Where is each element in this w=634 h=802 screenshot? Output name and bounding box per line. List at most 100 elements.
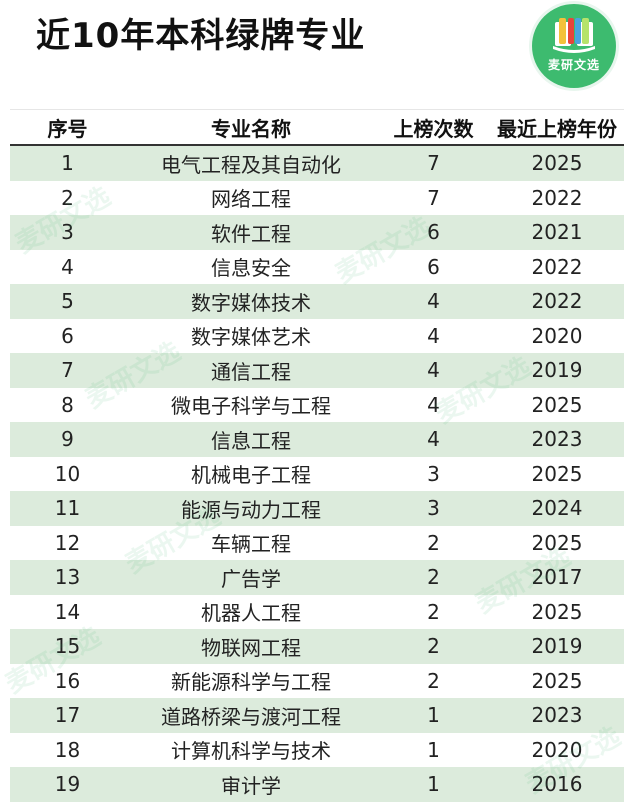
book-icon [553,18,595,53]
row-latest-year: 2025 [490,145,624,181]
row-major-name: 机械电子工程 [125,456,377,491]
row-major-name: 微电子科学与工程 [125,387,377,422]
row-count: 1 [377,698,490,733]
table-row: 18 计算机科学与技术 1 2020 [10,732,624,767]
table-row: 2 网络工程 7 2022 [10,180,624,215]
table-row: 15 物联网工程 2 2019 [10,629,624,664]
row-major-name: 信息工程 [125,422,377,457]
row-latest-year: 2017 [490,560,624,595]
table-row: 3 软件工程 6 2021 [10,215,624,250]
row-count: 2 [377,663,490,698]
row-index: 13 [10,560,125,595]
table-row: 9 信息工程 4 2023 [10,422,624,457]
table-row: 4 信息安全 6 2022 [10,249,624,284]
row-index: 9 [10,422,125,457]
table-row: 6 数字媒体艺术 4 2020 [10,318,624,353]
row-count: 2 [377,560,490,595]
table-row: 13 广告学 2 2017 [10,560,624,595]
header-index: 序号 [10,109,125,146]
table-header-row: 序号 专业名称 上榜次数 最近上榜年份 [10,109,624,146]
row-count: 4 [377,318,490,353]
row-index: 18 [10,732,125,767]
row-count: 6 [377,215,490,250]
row-latest-year: 2024 [490,491,624,526]
table-row: 16 新能源科学与工程 2 2025 [10,663,624,698]
logo-text: 麦研文选 [547,58,600,72]
majors-table: 序号 专业名称 上榜次数 最近上榜年份 1 电气工程及其自动化 7 2025 2 网络工程… [10,109,624,802]
row-index: 1 [10,145,125,181]
row-latest-year: 2025 [490,525,624,560]
row-count: 4 [377,387,490,422]
row-count: 6 [377,249,490,284]
row-index: 3 [10,215,125,250]
row-count: 4 [377,284,490,319]
header-latest-year: 最近上榜年份 [490,109,624,146]
row-major-name: 软件工程 [125,215,377,250]
row-major-name: 审计学 [125,767,377,802]
row-latest-year: 2022 [490,249,624,284]
row-major-name: 数字媒体技术 [125,284,377,319]
row-latest-year: 2019 [490,629,624,664]
row-index: 15 [10,629,125,664]
row-index: 16 [10,663,125,698]
row-major-name: 计算机科学与技术 [125,732,377,767]
page-title: 近10年本科绿牌专业 [36,16,366,56]
row-count: 4 [377,353,490,388]
row-latest-year: 2019 [490,353,624,388]
row-index: 6 [10,318,125,353]
row-major-name: 通信工程 [125,353,377,388]
row-count: 7 [377,145,490,181]
row-index: 2 [10,180,125,215]
row-latest-year: 2020 [490,732,624,767]
brand-logo: 麦研文选 [532,4,616,88]
row-major-name: 物联网工程 [125,629,377,664]
table-row: 11 能源与动力工程 3 2024 [10,491,624,526]
table-body: 1 电气工程及其自动化 7 2025 2 网络工程 7 2022 3 软件工程 6 2021 4 信息安全… [10,145,624,802]
row-latest-year: 2023 [490,422,624,457]
row-major-name: 电气工程及其自动化 [125,145,377,181]
row-index: 12 [10,525,125,560]
row-index: 19 [10,767,125,802]
table-row: 17 道路桥梁与渡河工程 1 2023 [10,698,624,733]
row-latest-year: 2016 [490,767,624,802]
table-row: 8 微电子科学与工程 4 2025 [10,387,624,422]
row-index: 5 [10,284,125,319]
table-row: 19 审计学 1 2016 [10,767,624,802]
table-row: 7 通信工程 4 2019 [10,353,624,388]
row-count: 1 [377,767,490,802]
row-latest-year: 2021 [490,215,624,250]
row-major-name: 机器人工程 [125,594,377,629]
row-index: 17 [10,698,125,733]
row-index: 11 [10,491,125,526]
row-index: 8 [10,387,125,422]
table-row: 10 机械电子工程 3 2025 [10,456,624,491]
row-latest-year: 2025 [490,594,624,629]
table-row: 14 机器人工程 2 2025 [10,594,624,629]
row-count: 1 [377,732,490,767]
row-major-name: 新能源科学与工程 [125,663,377,698]
row-latest-year: 2022 [490,284,624,319]
row-major-name: 数字媒体艺术 [125,318,377,353]
row-latest-year: 2025 [490,456,624,491]
row-latest-year: 2025 [490,663,624,698]
row-major-name: 车辆工程 [125,525,377,560]
row-latest-year: 2022 [490,180,624,215]
row-count: 2 [377,525,490,560]
header-major-name: 专业名称 [125,109,377,146]
row-count: 7 [377,180,490,215]
row-major-name: 广告学 [125,560,377,595]
row-index: 7 [10,353,125,388]
row-count: 3 [377,456,490,491]
row-index: 4 [10,249,125,284]
row-count: 2 [377,629,490,664]
row-major-name: 道路桥梁与渡河工程 [125,698,377,733]
header-count: 上榜次数 [377,109,490,146]
row-latest-year: 2023 [490,698,624,733]
row-major-name: 网络工程 [125,180,377,215]
row-latest-year: 2025 [490,387,624,422]
row-major-name: 信息安全 [125,249,377,284]
table-row: 12 车辆工程 2 2025 [10,525,624,560]
row-count: 4 [377,422,490,457]
row-count: 2 [377,594,490,629]
row-latest-year: 2020 [490,318,624,353]
